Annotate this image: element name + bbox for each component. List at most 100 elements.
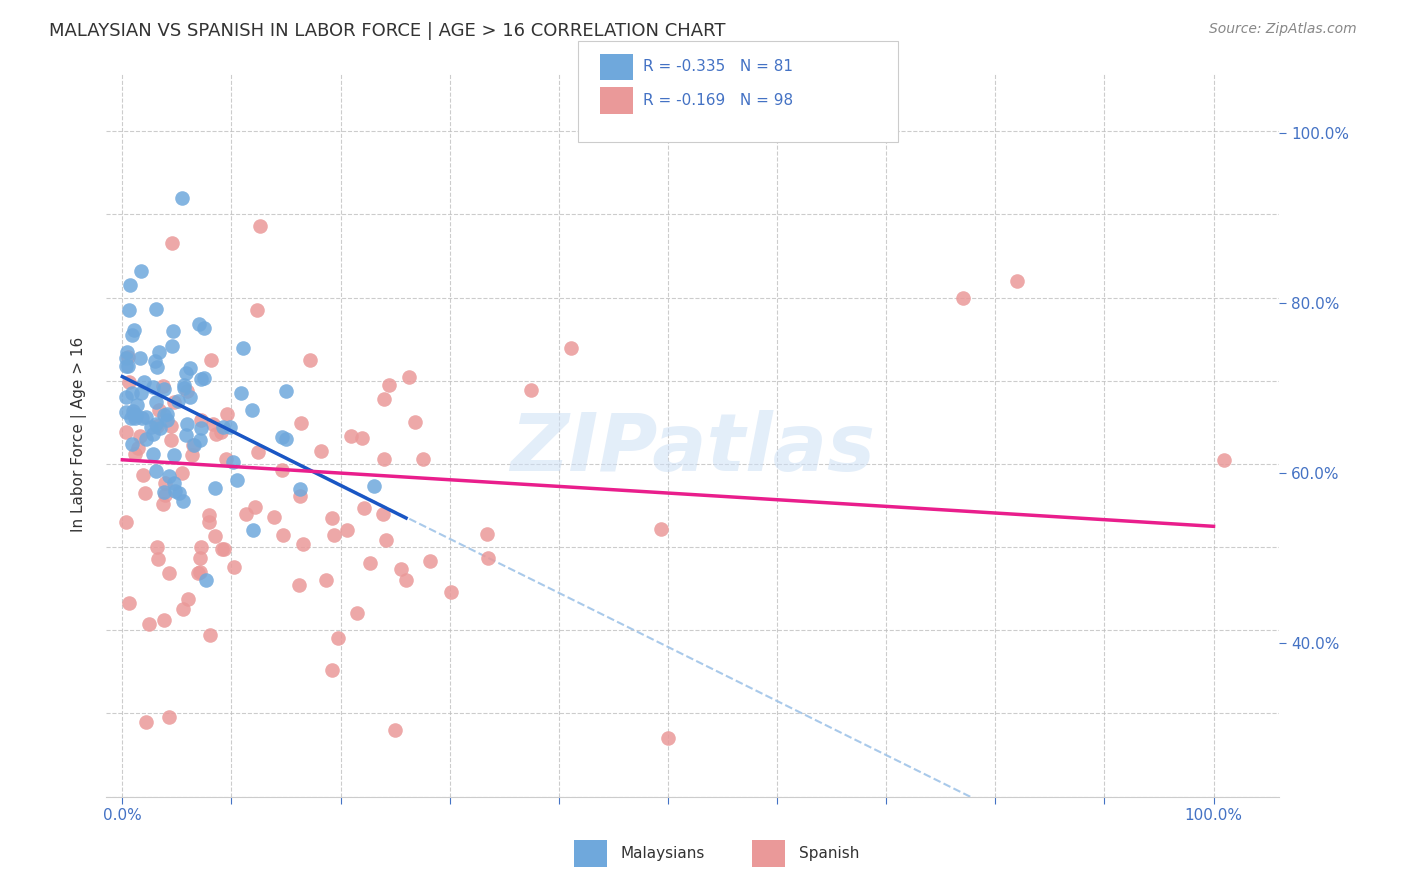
Point xyxy=(519,383,541,397)
Point xyxy=(129,429,152,443)
Point xyxy=(174,366,197,380)
Point xyxy=(374,533,396,548)
Point xyxy=(166,393,188,408)
Point xyxy=(395,573,418,587)
Point xyxy=(152,498,174,512)
Point xyxy=(440,584,463,599)
Point xyxy=(152,613,174,627)
Point xyxy=(224,560,246,574)
Point xyxy=(114,404,136,418)
Point xyxy=(246,302,269,317)
Point xyxy=(204,426,226,441)
Point xyxy=(176,417,198,431)
Point xyxy=(148,344,170,359)
Point xyxy=(117,351,139,365)
Point xyxy=(120,278,142,293)
Point xyxy=(215,452,238,467)
Point xyxy=(200,352,222,367)
Point xyxy=(322,528,344,542)
Point xyxy=(560,342,582,356)
Point xyxy=(232,341,254,355)
Point xyxy=(142,380,165,394)
Point xyxy=(198,628,221,642)
Point xyxy=(153,382,176,396)
Point xyxy=(118,376,141,390)
Point xyxy=(132,375,155,389)
Point xyxy=(373,392,395,406)
Point xyxy=(146,360,169,375)
Point xyxy=(193,370,215,384)
Point xyxy=(243,500,266,515)
Point xyxy=(124,407,146,421)
Point xyxy=(114,359,136,373)
Point xyxy=(163,448,186,462)
Point xyxy=(1005,274,1028,288)
Point xyxy=(181,438,204,452)
Point xyxy=(183,438,205,452)
Point xyxy=(477,527,499,541)
Point xyxy=(373,507,395,521)
Point xyxy=(650,522,672,536)
Point xyxy=(114,390,136,404)
Point xyxy=(952,291,974,305)
Point xyxy=(163,483,186,498)
Point xyxy=(155,488,177,502)
Text: ZIPatlas: ZIPatlas xyxy=(510,410,875,488)
Point xyxy=(172,191,194,205)
Point xyxy=(219,419,242,434)
Point xyxy=(187,566,209,581)
Point xyxy=(156,413,179,427)
Point xyxy=(177,592,200,607)
Point xyxy=(215,407,238,421)
Point xyxy=(404,415,426,429)
Point xyxy=(152,379,174,393)
Point xyxy=(159,710,181,724)
Point xyxy=(384,723,406,738)
Point xyxy=(129,264,152,278)
Point xyxy=(204,529,226,543)
Point xyxy=(176,427,198,442)
Point xyxy=(121,327,143,342)
Point xyxy=(115,425,138,439)
Point xyxy=(114,516,136,530)
Point xyxy=(193,321,215,335)
Point xyxy=(160,339,183,353)
Point xyxy=(198,508,221,523)
Point xyxy=(159,419,181,434)
Point xyxy=(657,731,679,746)
Point xyxy=(195,574,218,588)
Point xyxy=(235,508,257,522)
Point xyxy=(201,417,224,431)
Point xyxy=(271,527,294,541)
Text: MALAYSIAN VS SPANISH IN LABOR FORCE | AGE > 16 CORRELATION CHART: MALAYSIAN VS SPANISH IN LABOR FORCE | AG… xyxy=(49,22,725,40)
Point xyxy=(188,433,211,447)
Point xyxy=(340,429,363,443)
Point xyxy=(162,325,184,339)
Point xyxy=(124,410,146,425)
Point xyxy=(169,486,191,500)
Point xyxy=(117,596,139,610)
Point xyxy=(142,447,165,461)
Point xyxy=(176,384,198,399)
Point xyxy=(131,410,153,425)
Point xyxy=(359,556,381,570)
Point xyxy=(212,542,235,557)
Point xyxy=(377,377,399,392)
Point xyxy=(127,441,149,455)
Point xyxy=(172,602,194,616)
Point xyxy=(117,359,139,373)
Point xyxy=(157,566,180,580)
Point xyxy=(172,493,194,508)
Point xyxy=(336,523,359,537)
Point xyxy=(142,427,165,442)
Point xyxy=(1213,452,1236,467)
Point xyxy=(226,474,249,488)
Point xyxy=(145,417,167,431)
Point xyxy=(389,562,412,576)
Point xyxy=(145,418,167,433)
Point xyxy=(276,432,298,446)
Point xyxy=(188,551,211,566)
Point xyxy=(145,353,167,368)
Point xyxy=(290,416,312,430)
Text: R = -0.335   N = 81: R = -0.335 N = 81 xyxy=(643,60,793,74)
